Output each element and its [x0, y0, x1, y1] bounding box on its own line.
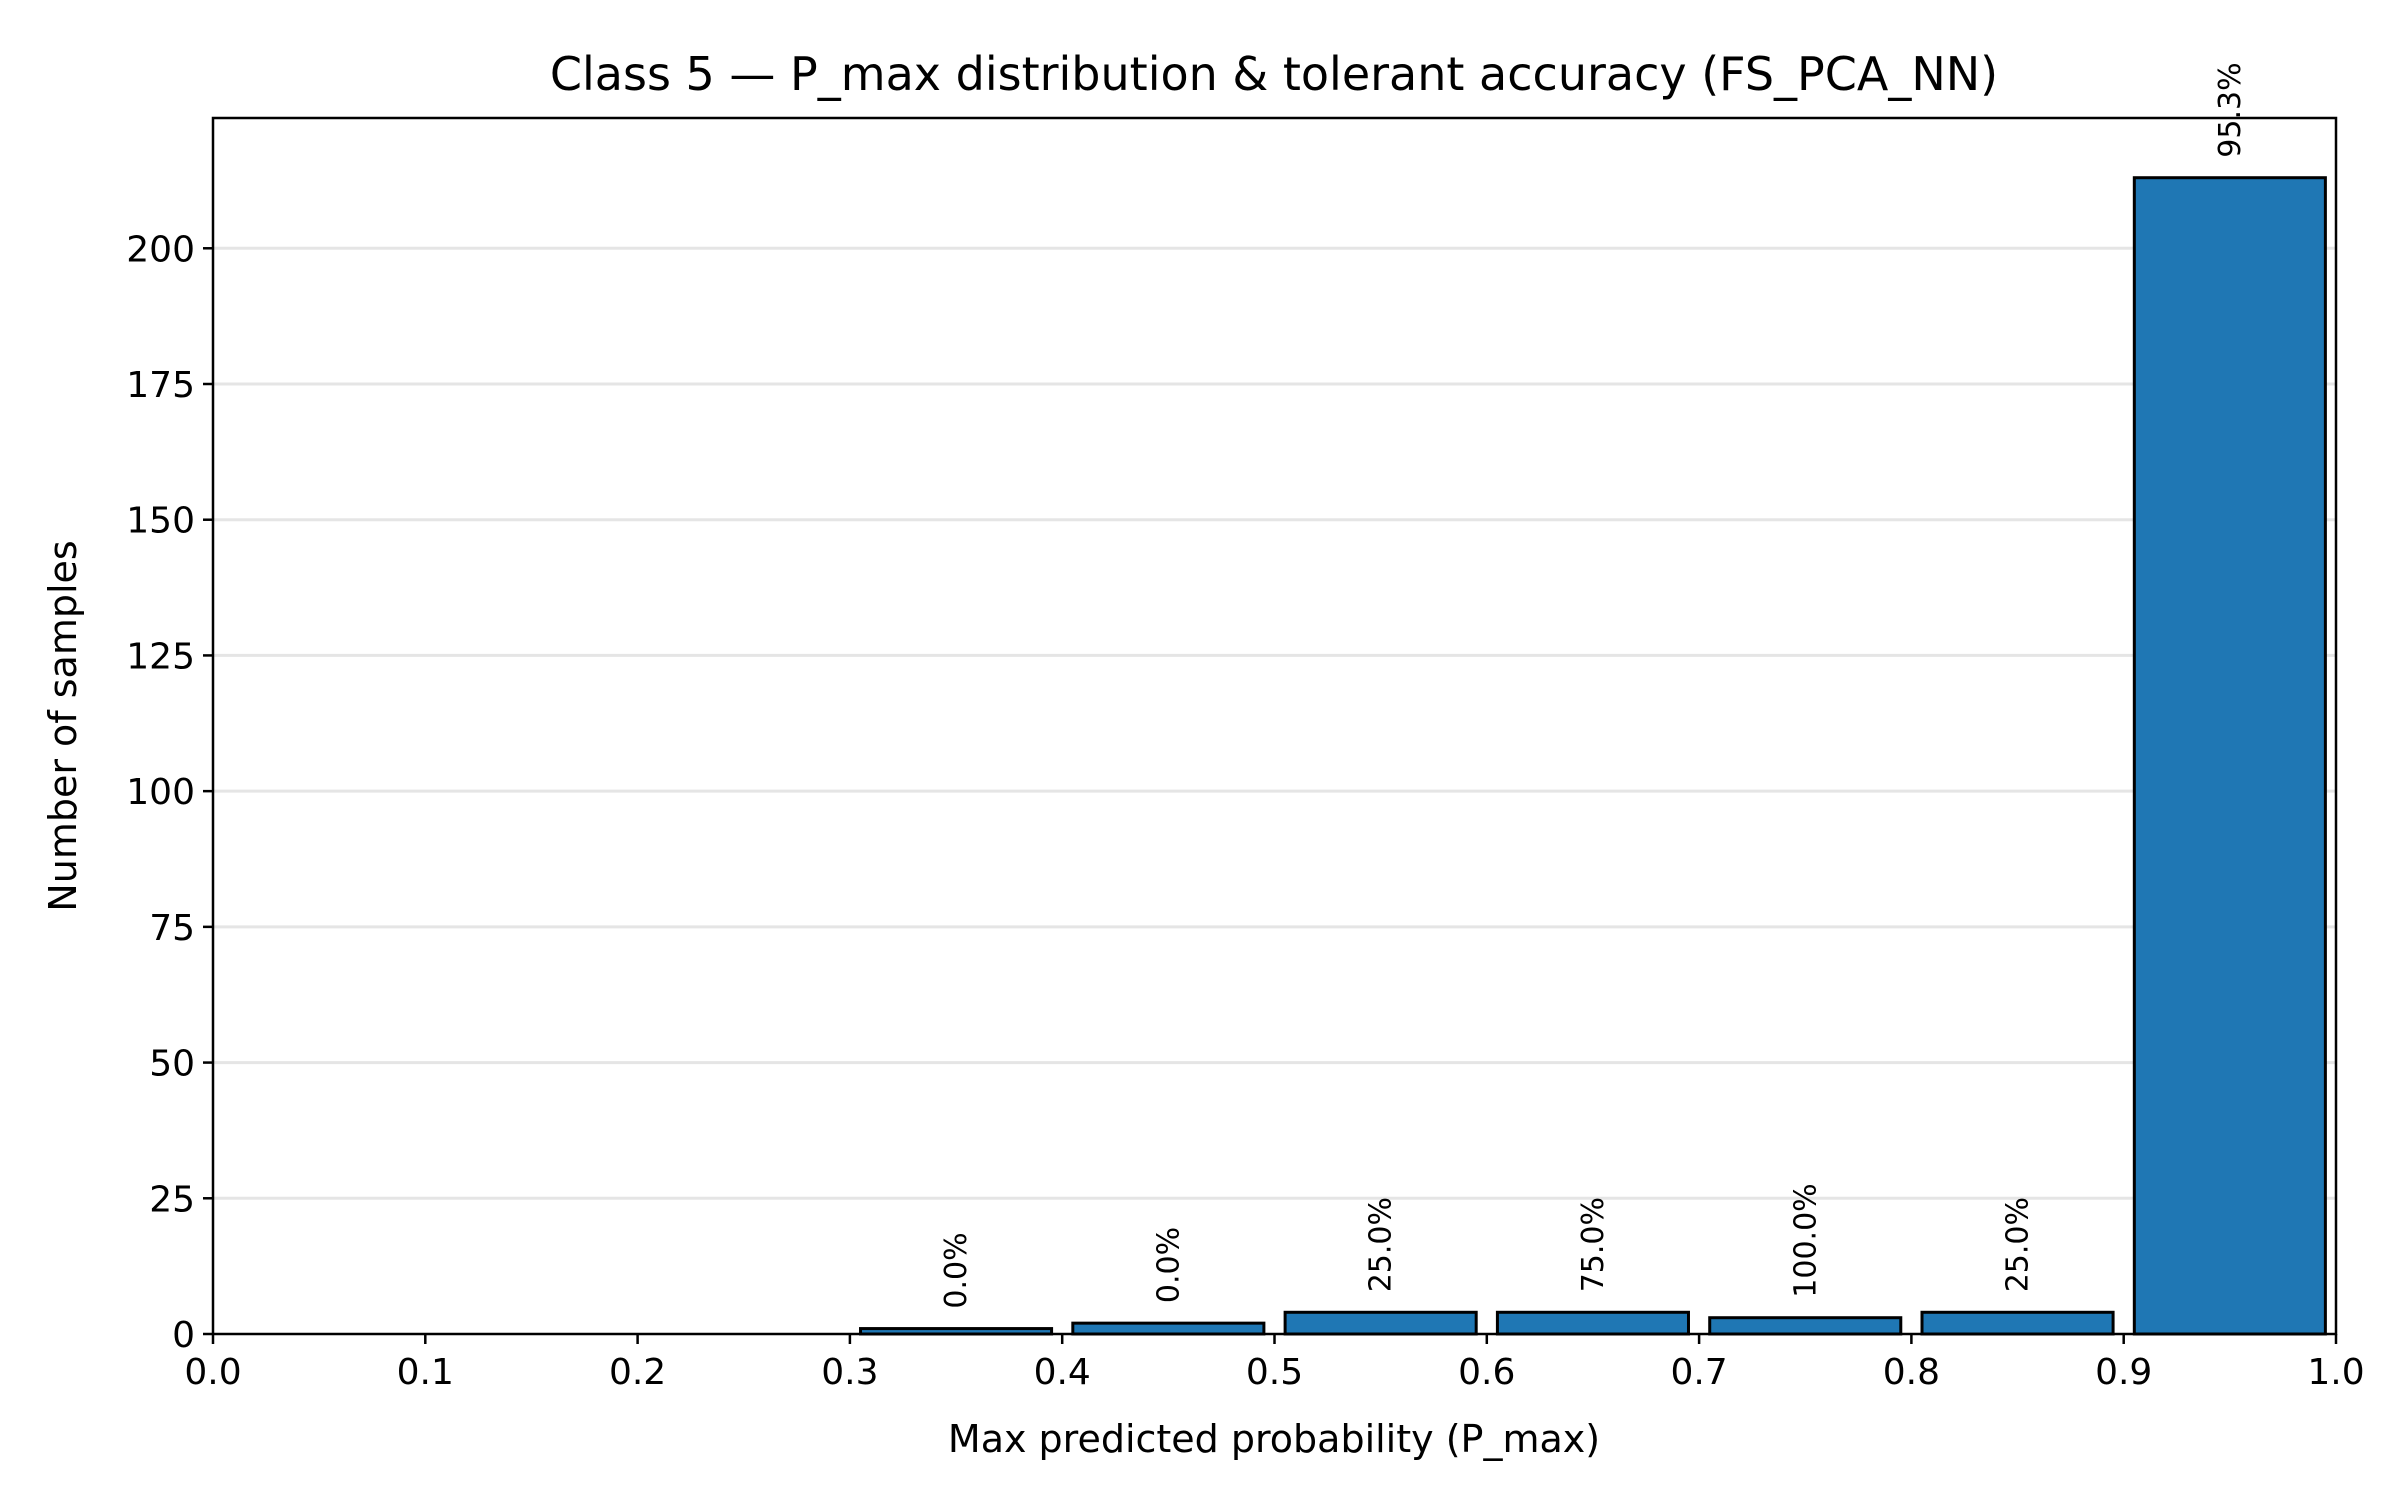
- bar: [1708, 1316, 1903, 1336]
- bar-value-label: 0.0%: [939, 1232, 974, 1308]
- bar: [1495, 1310, 1690, 1336]
- x-tick-label: 0.4: [1034, 1352, 1091, 1393]
- y-tick-label: 25: [149, 1179, 195, 1220]
- x-axis-label: Max predicted probability (P_max): [948, 1417, 1600, 1461]
- bar-annotations: 0.0% 0.0% 25.0% 75.0% 100.0% 25.0% 95.3%: [939, 62, 2248, 1308]
- y-tick-label: 125: [126, 636, 195, 677]
- x-axis-ticks: 0.0 0.1 0.2 0.3 0.4 0.5 0.6 0.7 0.8 0.9 1.0: [184, 1334, 2365, 1393]
- x-tick-label: 1.0: [2307, 1352, 2364, 1393]
- x-tick-label: 0.1: [397, 1352, 454, 1393]
- y-tick-label: 100: [126, 772, 195, 813]
- x-tick-label: 0.3: [821, 1352, 878, 1393]
- chart-title: Class 5 — P_max distribution & tolerant …: [550, 47, 1998, 101]
- bar-value-label: 25.0%: [1364, 1197, 1399, 1292]
- x-tick-label: 0.8: [1883, 1352, 1940, 1393]
- y-tick-label: 175: [126, 365, 195, 406]
- y-tick-label: 0: [172, 1315, 195, 1356]
- plot-frame: [211, 116, 2338, 1336]
- bar-value-label: 75.0%: [1576, 1197, 1611, 1292]
- bars: [859, 176, 2327, 1336]
- bar: [1071, 1321, 1266, 1336]
- bar-value-label: 25.0%: [2001, 1197, 2036, 1292]
- x-tick-label: 0.7: [1670, 1352, 1727, 1393]
- y-axis-ticks: 0 25 50 75 100 125 150 175 200: [126, 229, 213, 1356]
- x-tick-label: 0.2: [609, 1352, 666, 1393]
- y-tick-label: 200: [126, 229, 195, 270]
- bar-value-label: 0.0%: [1151, 1227, 1186, 1303]
- y-tick-label: 50: [149, 1044, 195, 1085]
- bar: [1283, 1310, 1478, 1336]
- x-tick-label: 0.6: [1458, 1352, 1515, 1393]
- y-axis-label: Number of samples: [41, 540, 85, 911]
- bar: [1920, 1310, 2115, 1336]
- x-tick-label: 0.5: [1246, 1352, 1303, 1393]
- bar: [2132, 176, 2327, 1336]
- x-tick-label: 0.9: [2095, 1352, 2152, 1393]
- y-tick-label: 75: [149, 908, 195, 949]
- x-tick-label: 0.0: [184, 1352, 241, 1393]
- gridlines: [213, 246, 2336, 1200]
- y-tick-label: 150: [126, 501, 195, 542]
- bar-value-label: 95.3%: [2213, 62, 2248, 157]
- bar-value-label: 100.0%: [1788, 1183, 1823, 1297]
